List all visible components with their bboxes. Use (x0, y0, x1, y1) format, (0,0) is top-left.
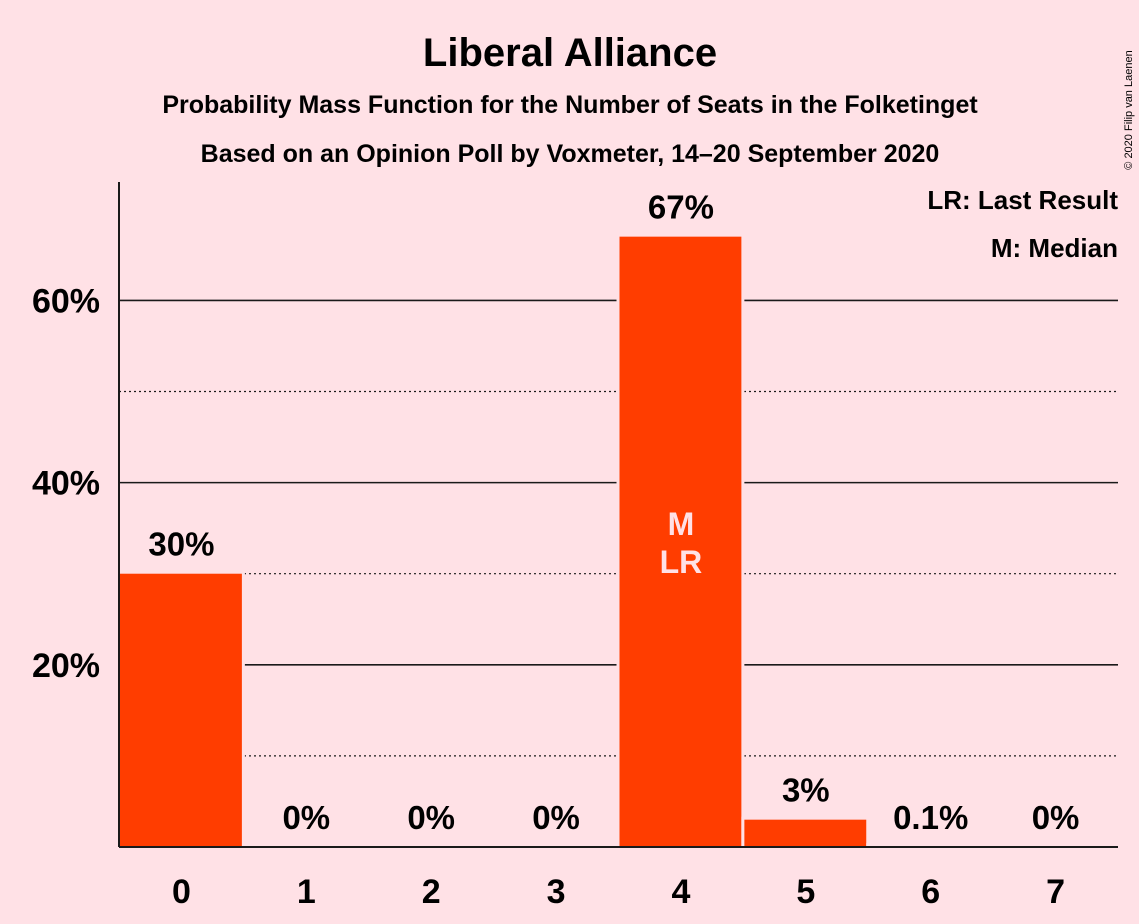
data-label: 3% (782, 772, 830, 809)
data-label: 0% (1032, 799, 1080, 836)
x-tick-label: 5 (796, 873, 815, 911)
x-tick-label: 6 (921, 873, 940, 911)
x-tick-label: 2 (422, 873, 441, 911)
chart-subtitle-2: Based on an Opinion Poll by Voxmeter, 14… (201, 140, 940, 168)
x-tick-label: 1 (297, 873, 316, 911)
bar (619, 236, 742, 847)
data-label: 67% (648, 189, 714, 226)
bars (117, 233, 995, 847)
legend-last-result: LR: Last Result (927, 185, 1118, 215)
data-label: 0% (282, 799, 330, 836)
data-label: 0.1% (893, 799, 968, 836)
x-tick-label: 4 (671, 873, 690, 911)
bar (120, 573, 242, 847)
data-label: 0% (407, 799, 455, 836)
legend-median: M: Median (991, 233, 1118, 263)
y-tick-label: 20% (32, 647, 100, 685)
y-tick-label: 60% (32, 282, 100, 320)
copyright-text: © 2020 Filip van Laenen (1123, 50, 1135, 169)
chart-title: Liberal Alliance (423, 31, 717, 75)
data-label: 0% (532, 799, 580, 836)
y-tick-label: 40% (32, 465, 100, 503)
labels: 30% 0 0% 1 0% 2 0% 3 67% 4 3% 5 0.1% 6 0% 7 MLR (148, 189, 1079, 911)
bar-annotation: M (668, 506, 695, 542)
x-tick-label: 7 (1046, 873, 1065, 911)
bar-annotation: LR (660, 544, 703, 580)
data-label: 30% (148, 526, 214, 563)
x-tick-label: 0 (172, 873, 191, 911)
x-tick-label: 3 (547, 873, 566, 911)
bar (744, 819, 867, 847)
axes (118, 182, 1118, 848)
bar-halo (866, 843, 995, 847)
chart-subtitle: Probability Mass Function for the Number… (162, 91, 978, 119)
